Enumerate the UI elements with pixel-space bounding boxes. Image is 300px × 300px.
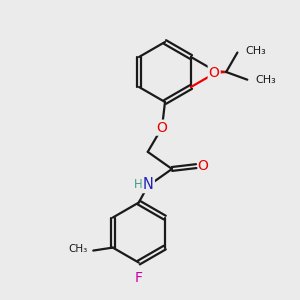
Text: O: O (157, 121, 167, 135)
Text: CH₃: CH₃ (69, 244, 88, 254)
Text: F: F (135, 271, 143, 285)
Text: O: O (209, 66, 220, 80)
Text: O: O (197, 159, 208, 173)
Text: H: H (134, 178, 142, 191)
Text: N: N (143, 177, 154, 192)
Text: CH₃: CH₃ (246, 46, 267, 56)
Text: CH₃: CH₃ (256, 75, 277, 85)
